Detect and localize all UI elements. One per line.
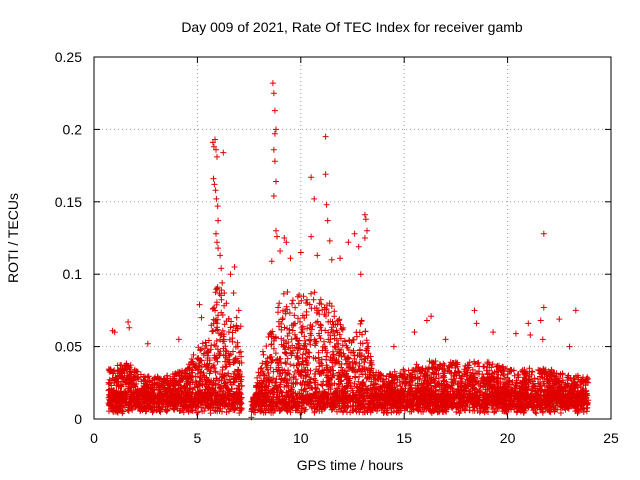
- y-tick-label: 0.1: [63, 266, 83, 282]
- data-points: [105, 80, 592, 421]
- y-tick-label: 0: [74, 411, 82, 427]
- scatter-markers: [105, 80, 592, 421]
- x-tick-label: 10: [293, 430, 309, 446]
- x-tick-label: 15: [396, 430, 412, 446]
- y-axis-title: ROTI / TECUs: [5, 193, 21, 283]
- chart-title: Day 009 of 2021, Rate Of TEC Index for r…: [181, 19, 523, 35]
- grid: [94, 57, 611, 419]
- x-tick-label: 5: [194, 430, 202, 446]
- y-tick-label: 0.05: [55, 339, 82, 355]
- x-tick-label: 20: [500, 430, 516, 446]
- y-tick-label: 0.25: [55, 49, 82, 65]
- y-tick-label: 0.15: [55, 194, 82, 210]
- x-tick-label: 0: [90, 430, 98, 446]
- y-tick-label: 0.2: [63, 121, 83, 137]
- plot-frame: [93, 56, 612, 420]
- axis-ticks: 0 5 10 15 20 25 0 0.05 0.1 0.15 0.2 0.25: [55, 49, 619, 446]
- x-axis-title: GPS time / hours: [297, 457, 404, 473]
- x-tick-label: 25: [603, 430, 619, 446]
